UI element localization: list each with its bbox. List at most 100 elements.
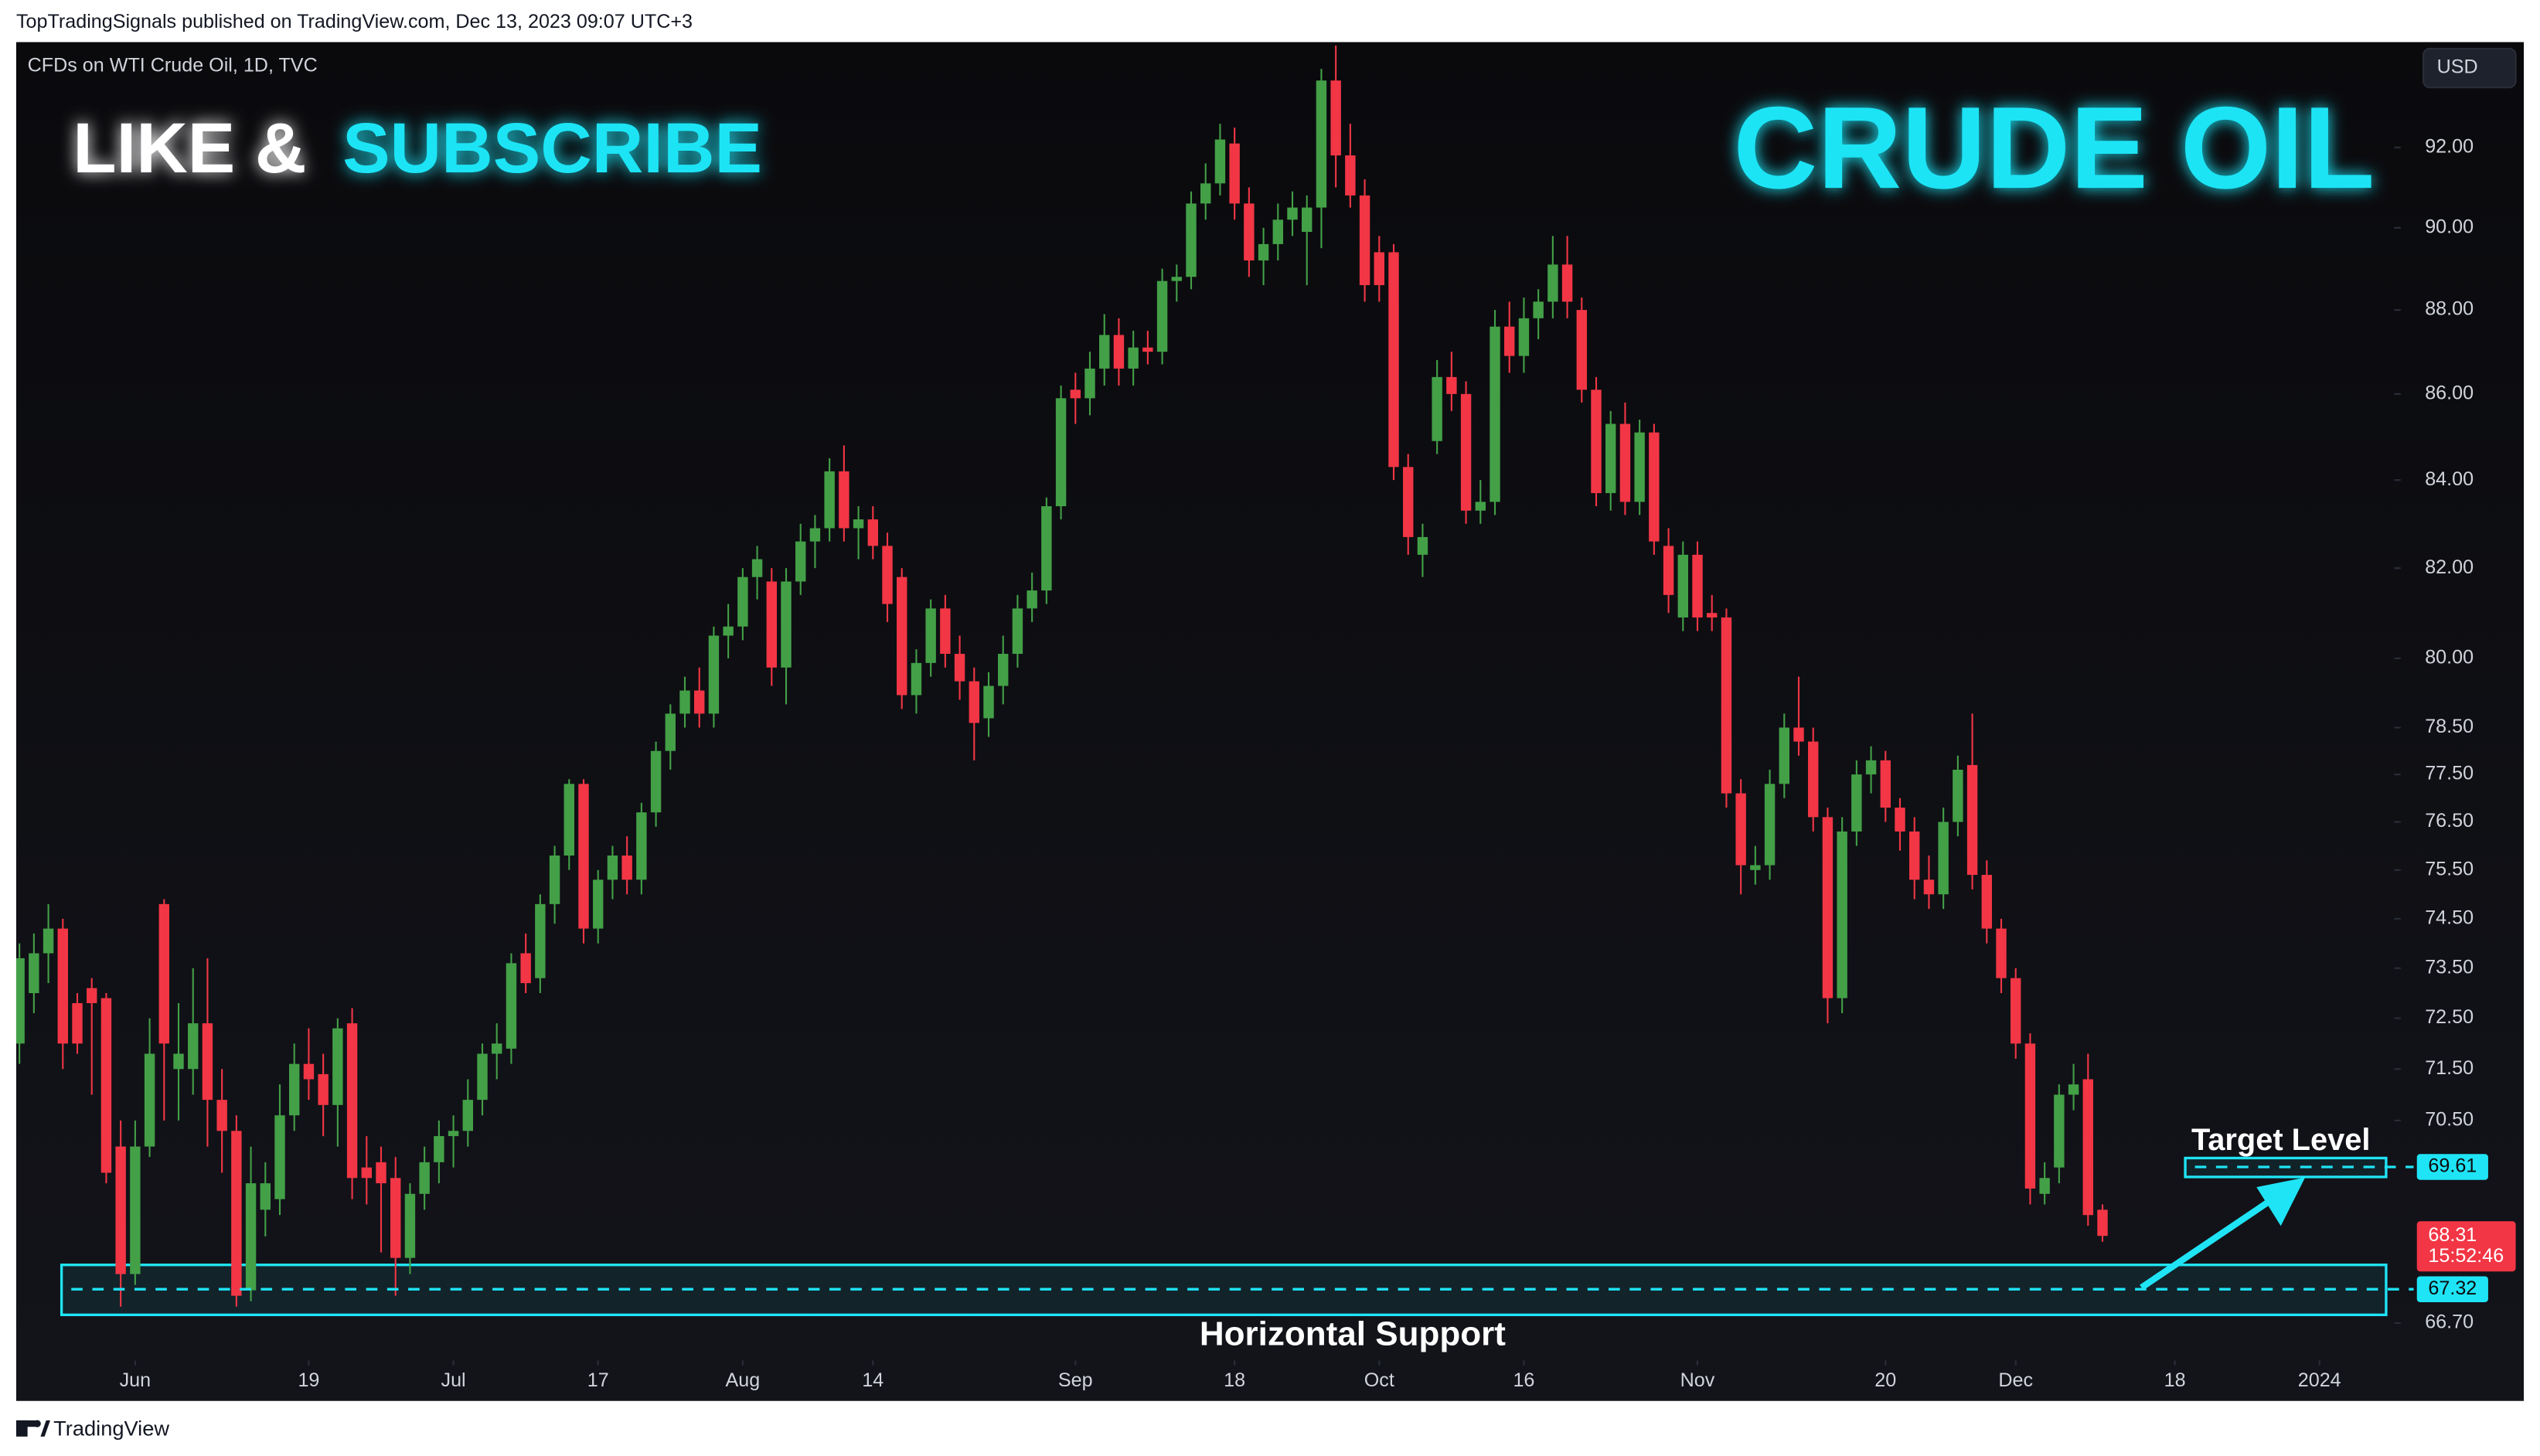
candle-body (1012, 608, 1023, 655)
currency[interactable]: USD (2437, 56, 2478, 78)
candle-body (57, 928, 68, 1044)
x-tick-label: 14 (862, 1369, 884, 1391)
countdown: 15:52:46 (2428, 1245, 2504, 1267)
candle-body (563, 784, 574, 856)
y-tick-label: 70.50 (2425, 1109, 2474, 1131)
candle-body (260, 1183, 271, 1210)
price-label: 67.32 (2428, 1277, 2477, 1299)
candle-body (1345, 155, 1356, 196)
candle-body (621, 856, 632, 880)
candle-body (1634, 432, 1645, 502)
candle-body (839, 471, 850, 529)
price-label-box (2416, 1276, 2488, 1302)
x-tick-label: Dec (1998, 1369, 2033, 1391)
x-tick-label: 16 (1513, 1369, 1534, 1391)
last-price: 68.31 (2428, 1224, 2477, 1246)
candle-body (115, 1146, 126, 1274)
y-tick-label: 74.50 (2425, 907, 2474, 928)
y-tick-label: 73.50 (2425, 956, 2474, 978)
footer-brand: TradingView (53, 1417, 169, 1441)
candle-body (1460, 393, 1472, 511)
x-tick-label: 18 (1224, 1369, 1245, 1391)
candle-body (795, 541, 806, 582)
x-tick-label: 2024 (2298, 1369, 2341, 1391)
candle-body (289, 1063, 300, 1116)
currency-box[interactable] (2423, 47, 2517, 89)
candle-body (1171, 277, 1182, 281)
candle-body (1128, 347, 1139, 369)
overlay: 92.00 90.00 88.00 86.00 84.00 82.00 80.00 78.50… (71, 135, 2516, 1391)
candle-body (376, 1162, 386, 1184)
candle-body (2054, 1094, 2065, 1168)
candle-body (43, 928, 54, 954)
candle-body (1027, 590, 1037, 609)
candle-body (1432, 376, 1442, 441)
price-label-box (2416, 1154, 2488, 1180)
candle-body (2097, 1209, 2108, 1237)
candle-body (549, 856, 560, 904)
candle-body (1084, 368, 1095, 399)
candle-body (477, 1053, 488, 1101)
x-tick-label: Jul (441, 1369, 466, 1391)
chart-title: CRUDE OIL (1733, 82, 2375, 213)
logo-slash (40, 1420, 50, 1437)
candle-body (998, 654, 1009, 686)
candle-body (1272, 219, 1283, 244)
candle-body (1330, 80, 1341, 156)
x-tick-label: Jun (120, 1369, 152, 1391)
candle-body (245, 1183, 257, 1291)
candle-body (346, 1023, 358, 1179)
candle-body (1953, 770, 1963, 822)
candle-body (1822, 817, 1833, 998)
candle-body (1923, 879, 1935, 895)
candle-body (303, 1063, 315, 1080)
candle-body (1750, 865, 1761, 870)
candle-body (1576, 310, 1587, 390)
candle-body (694, 690, 705, 714)
x-tick-label: Oct (1364, 1369, 1394, 1391)
y-tick-label: 76.50 (2425, 810, 2474, 832)
candle-body (419, 1162, 430, 1194)
support-annotation: Horizontal Support (1200, 1315, 1506, 1353)
y-tick-label: 86.00 (2425, 382, 2474, 403)
candle-body (867, 519, 878, 546)
candle-body (1504, 326, 1515, 356)
candle-body (1113, 335, 1125, 369)
candle-body (72, 1003, 83, 1044)
candle-body (1865, 760, 1877, 775)
arrow (2140, 1177, 2306, 1291)
candle-body (1851, 774, 1862, 832)
candle-body (1793, 727, 1804, 742)
y-tick-label: 77.50 (2425, 763, 2474, 784)
candle-body (1417, 536, 1428, 555)
candle-body (1649, 432, 1660, 542)
candle-body (1099, 335, 1110, 369)
candle-body (1619, 424, 1631, 502)
candle-body (1475, 502, 1486, 511)
target-annotation: Target Level (2191, 1123, 2371, 1157)
candle-body (434, 1136, 444, 1162)
candle-body (1070, 390, 1081, 399)
arrow-shaft (2140, 1197, 2273, 1291)
y-tick-label: 92.00 (2425, 135, 2474, 157)
chart-pane (15, 42, 2525, 1401)
candle-body (1244, 203, 1255, 261)
candle-body (2039, 1178, 2050, 1194)
candle-body (954, 654, 965, 682)
candle-body (1938, 822, 1949, 895)
candle-body (15, 958, 25, 1044)
candle-body (1142, 347, 1153, 352)
candle-body (1880, 760, 1891, 808)
candle-body (593, 879, 604, 929)
candle-body (188, 1023, 199, 1070)
y-tick-label: 78.50 (2425, 716, 2474, 737)
candle-body (1388, 252, 1399, 468)
candle-body (781, 581, 792, 668)
candle-body (202, 1023, 213, 1101)
candle-body (607, 856, 618, 880)
candle-body (853, 519, 864, 529)
candle-body (1981, 875, 1992, 929)
arrow-head (2256, 1177, 2306, 1226)
candle-body (1229, 143, 1240, 204)
candle-body (462, 1100, 473, 1131)
